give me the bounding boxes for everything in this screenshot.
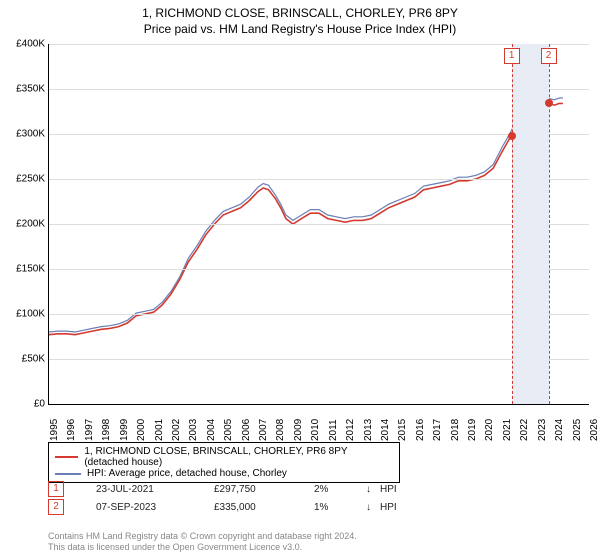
gridline-h <box>49 269 589 270</box>
marker-band <box>512 44 549 404</box>
transaction-row: 1 23-JUL-2021£297,7502%↓HPI <box>48 480 410 498</box>
x-tick-label: 2025 <box>572 419 583 441</box>
x-tick-label: 2017 <box>432 419 443 441</box>
x-tick-label: 2002 <box>171 419 182 441</box>
y-tick-label: £50K <box>3 354 45 365</box>
x-tick-label: 2015 <box>397 419 408 441</box>
down-arrow-icon: ↓ <box>366 502 380 513</box>
gridline-h <box>49 44 589 45</box>
marker-dot <box>545 99 553 107</box>
x-tick-label: 2008 <box>275 419 286 441</box>
legend-row: HPI: Average price, detached house, Chor… <box>55 468 393 479</box>
legend-label: 1, RICHMOND CLOSE, BRINSCALL, CHORLEY, P… <box>84 446 393 468</box>
transaction-hpi-label: HPI <box>380 502 410 513</box>
y-tick-label: £350K <box>3 84 45 95</box>
x-tick-label: 2011 <box>328 419 339 441</box>
transaction-date: 07-SEP-2023 <box>96 502 214 513</box>
transaction-price: £335,000 <box>214 502 314 513</box>
x-tick-label: 2013 <box>363 419 374 441</box>
x-tick-label: 2020 <box>484 419 495 441</box>
transaction-pct: 2% <box>314 484 366 495</box>
x-tick-label: 2024 <box>554 419 565 441</box>
x-tick-label: 2005 <box>223 419 234 441</box>
title-line-2: Price paid vs. HM Land Registry's House … <box>0 22 600 36</box>
title-block: 1, RICHMOND CLOSE, BRINSCALL, CHORLEY, P… <box>0 0 600 36</box>
transaction-pct: 1% <box>314 502 366 513</box>
transaction-badge: 2 <box>48 499 64 515</box>
x-tick-label: 2022 <box>519 419 530 441</box>
footer-attribution: Contains HM Land Registry data © Crown c… <box>48 531 357 554</box>
x-tick-label: 2018 <box>450 419 461 441</box>
x-tick-label: 2004 <box>206 419 217 441</box>
transaction-price: £297,750 <box>214 484 314 495</box>
x-tick-label: 2003 <box>188 419 199 441</box>
series-line-property <box>49 97 563 335</box>
x-tick-label: 2000 <box>136 419 147 441</box>
legend-label: HPI: Average price, detached house, Chor… <box>87 468 287 479</box>
legend-swatch <box>55 473 81 475</box>
x-tick-label: 2006 <box>241 419 252 441</box>
x-tick-label: 2009 <box>293 419 304 441</box>
title-line-1: 1, RICHMOND CLOSE, BRINSCALL, CHORLEY, P… <box>0 6 600 20</box>
x-tick-label: 1998 <box>101 419 112 441</box>
footer-line-2: This data is licensed under the Open Gov… <box>48 542 357 554</box>
gridline-h <box>49 89 589 90</box>
y-tick-label: £250K <box>3 174 45 185</box>
x-tick-label: 1995 <box>49 419 60 441</box>
x-tick-label: 2012 <box>345 419 356 441</box>
gridline-h <box>49 314 589 315</box>
marker-dot <box>508 132 516 140</box>
x-tick-label: 1999 <box>119 419 130 441</box>
gridline-h <box>49 224 589 225</box>
legend-swatch <box>55 456 78 458</box>
down-arrow-icon: ↓ <box>366 484 380 495</box>
x-tick-label: 2014 <box>380 419 391 441</box>
x-tick-label: 2026 <box>589 419 600 441</box>
x-tick-label: 2016 <box>415 419 426 441</box>
x-tick-label: 2007 <box>258 419 269 441</box>
chart-area: £0£50K£100K£150K£200K£250K£300K£350K£400… <box>48 44 589 405</box>
transaction-table: 1 23-JUL-2021£297,7502%↓HPI 2 07-SEP-2023£3… <box>48 480 410 516</box>
x-tick-label: 1997 <box>84 419 95 441</box>
y-tick-label: £400K <box>3 39 45 50</box>
transaction-hpi-label: HPI <box>380 484 410 495</box>
y-tick-label: £150K <box>3 264 45 275</box>
marker-badge: 2 <box>541 48 557 64</box>
marker-line <box>512 44 513 404</box>
y-tick-label: £300K <box>3 129 45 140</box>
transaction-date: 23-JUL-2021 <box>96 484 214 495</box>
y-tick-label: £200K <box>3 219 45 230</box>
y-tick-label: £100K <box>3 309 45 320</box>
transaction-row: 2 07-SEP-2023£335,0001%↓HPI <box>48 498 410 516</box>
x-tick-label: 2021 <box>502 419 513 441</box>
transaction-badge: 1 <box>48 481 64 497</box>
x-tick-label: 1996 <box>66 419 77 441</box>
series-line-hpi <box>49 92 563 332</box>
x-tick-label: 2019 <box>467 419 478 441</box>
y-tick-label: £0 <box>3 399 45 410</box>
legend-row: 1, RICHMOND CLOSE, BRINSCALL, CHORLEY, P… <box>55 446 393 468</box>
gridline-h <box>49 359 589 360</box>
footer-line-1: Contains HM Land Registry data © Crown c… <box>48 531 357 543</box>
x-tick-label: 2010 <box>310 419 321 441</box>
figure-container: 1, RICHMOND CLOSE, BRINSCALL, CHORLEY, P… <box>0 0 600 560</box>
x-tick-label: 2023 <box>537 419 548 441</box>
marker-badge: 1 <box>504 48 520 64</box>
legend-box: 1, RICHMOND CLOSE, BRINSCALL, CHORLEY, P… <box>48 442 400 483</box>
gridline-h <box>49 179 589 180</box>
x-tick-label: 2001 <box>154 419 165 441</box>
